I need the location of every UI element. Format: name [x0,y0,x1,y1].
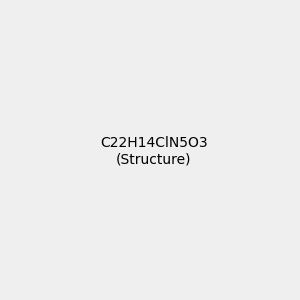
Text: C22H14ClN5O3
(Structure): C22H14ClN5O3 (Structure) [100,136,208,166]
